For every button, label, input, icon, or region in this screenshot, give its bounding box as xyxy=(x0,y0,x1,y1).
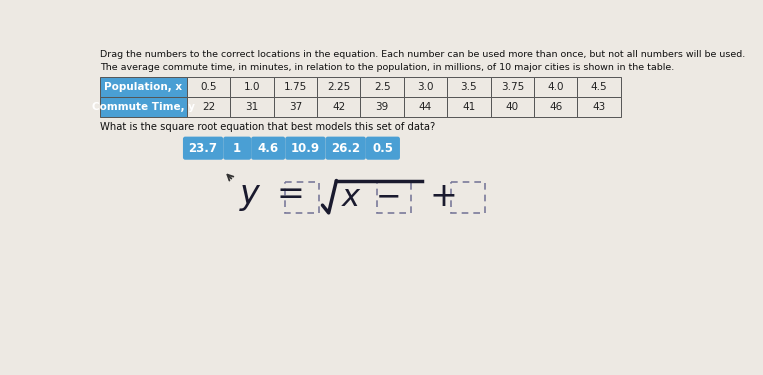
Text: 43: 43 xyxy=(593,102,606,112)
Bar xyxy=(491,98,534,117)
Text: 1: 1 xyxy=(233,142,241,154)
Text: 44: 44 xyxy=(419,102,432,112)
Text: 3.5: 3.5 xyxy=(461,82,477,92)
Bar xyxy=(377,182,410,213)
Text: 22: 22 xyxy=(202,102,215,112)
Text: 41: 41 xyxy=(462,102,475,112)
Text: 1.0: 1.0 xyxy=(243,82,260,92)
FancyBboxPatch shape xyxy=(365,136,400,160)
Text: 0.5: 0.5 xyxy=(200,82,217,92)
Bar xyxy=(447,98,491,117)
Text: 46: 46 xyxy=(549,102,562,112)
FancyBboxPatch shape xyxy=(285,136,326,160)
FancyBboxPatch shape xyxy=(224,136,251,160)
Bar xyxy=(230,77,274,98)
Text: 1.75: 1.75 xyxy=(284,82,307,92)
Bar xyxy=(317,77,360,98)
Text: 10.9: 10.9 xyxy=(291,142,320,154)
Text: 37: 37 xyxy=(288,102,302,112)
Bar xyxy=(285,182,320,213)
Bar xyxy=(187,77,230,98)
Text: 2.5: 2.5 xyxy=(374,82,391,92)
Bar xyxy=(274,98,317,117)
Text: 2.25: 2.25 xyxy=(327,82,350,92)
Bar xyxy=(230,98,274,117)
Text: 3.75: 3.75 xyxy=(501,82,524,92)
Text: $y\ =$: $y\ =$ xyxy=(239,182,303,213)
Bar xyxy=(534,77,578,98)
Text: 4.0: 4.0 xyxy=(548,82,564,92)
Text: 42: 42 xyxy=(332,102,346,112)
FancyBboxPatch shape xyxy=(326,136,365,160)
Text: 23.7: 23.7 xyxy=(188,142,217,154)
Text: Commute Time, y: Commute Time, y xyxy=(92,102,195,112)
Bar xyxy=(187,98,230,117)
Text: $+$: $+$ xyxy=(430,182,456,213)
Text: The average commute time, in minutes, in relation to the population, in millions: The average commute time, in minutes, in… xyxy=(100,63,674,72)
Bar xyxy=(578,98,621,117)
Text: 4.6: 4.6 xyxy=(258,142,278,154)
Text: 26.2: 26.2 xyxy=(331,142,360,154)
Bar xyxy=(578,77,621,98)
Bar xyxy=(534,98,578,117)
Text: Population, x: Population, x xyxy=(105,82,182,92)
Text: $x\ -$: $x\ -$ xyxy=(341,182,400,213)
Text: 0.5: 0.5 xyxy=(372,142,394,154)
Bar xyxy=(100,98,187,117)
Bar xyxy=(274,77,317,98)
Text: 4.5: 4.5 xyxy=(591,82,607,92)
Text: 40: 40 xyxy=(506,102,519,112)
Bar xyxy=(404,77,447,98)
Text: 39: 39 xyxy=(375,102,389,112)
FancyBboxPatch shape xyxy=(251,136,285,160)
Bar xyxy=(317,98,360,117)
Bar xyxy=(491,77,534,98)
Text: 3.0: 3.0 xyxy=(417,82,434,92)
Text: 31: 31 xyxy=(245,102,259,112)
Bar xyxy=(360,98,404,117)
FancyBboxPatch shape xyxy=(183,136,224,160)
Bar xyxy=(447,77,491,98)
Bar xyxy=(451,182,485,213)
Bar xyxy=(360,77,404,98)
Bar xyxy=(404,98,447,117)
Bar xyxy=(100,77,187,98)
Text: Drag the numbers to the correct locations in the equation. Each number can be us: Drag the numbers to the correct location… xyxy=(100,50,745,59)
Text: What is the square root equation that best models this set of data?: What is the square root equation that be… xyxy=(100,122,435,132)
